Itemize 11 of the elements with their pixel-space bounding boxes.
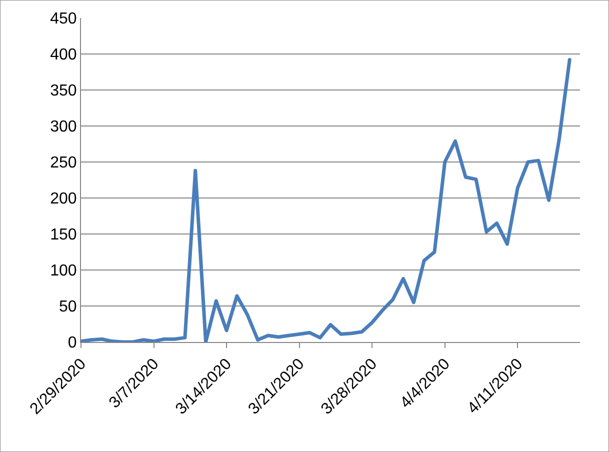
y-tick-label: 150 [50, 226, 77, 244]
y-tick-label: 400 [50, 46, 77, 64]
y-tick-label: 250 [50, 154, 77, 172]
y-tick-label: 100 [50, 262, 77, 280]
y-tick-label: 450 [50, 10, 77, 28]
y-tick-label: 50 [59, 298, 77, 316]
line-series [81, 58, 572, 342]
y-tick-label: 0 [68, 334, 77, 352]
y-tick-label: 350 [50, 82, 77, 100]
y-tick-label: 200 [50, 190, 77, 208]
y-tick-label: 300 [50, 118, 77, 136]
